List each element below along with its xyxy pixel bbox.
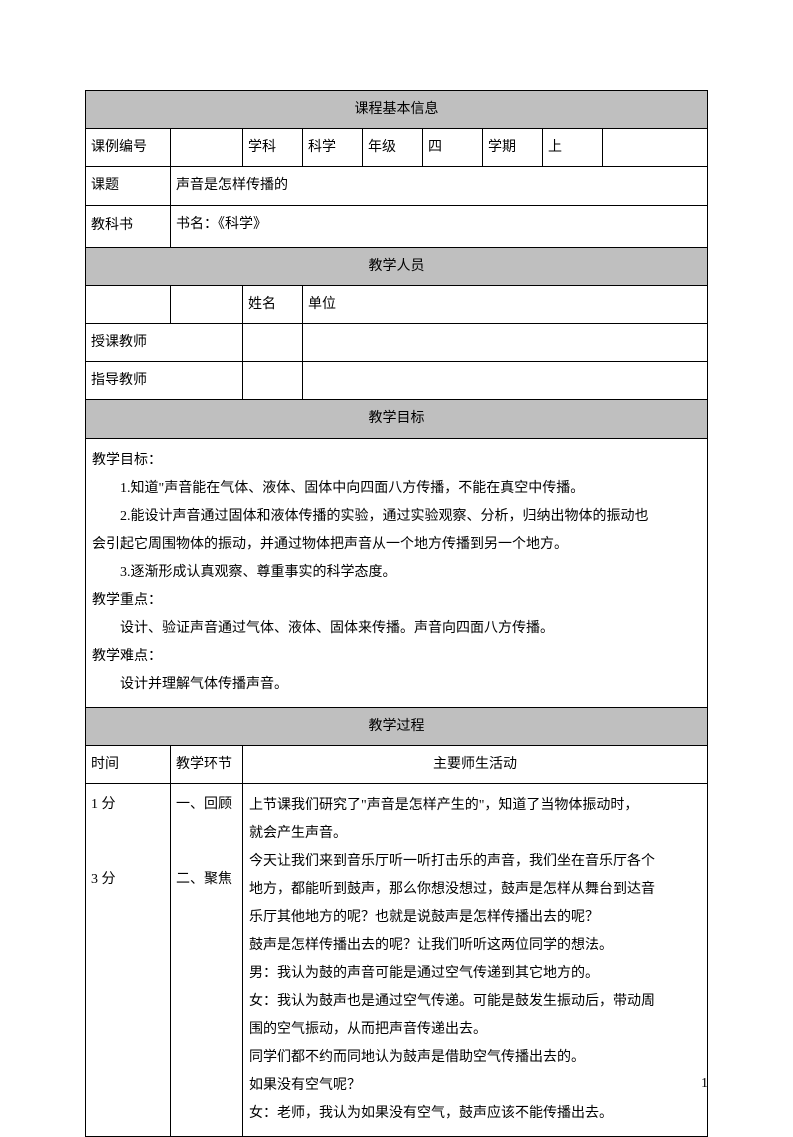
value-term: 上 xyxy=(543,129,603,167)
act-l11: 如果没有空气呢？ xyxy=(249,1072,701,1100)
label-name: 姓名 xyxy=(243,285,303,323)
act-l7: 男：我认为鼓的声音可能是通过空气传递到其它地方的。 xyxy=(249,960,701,988)
value-grade: 四 xyxy=(423,129,483,167)
lesson-plan-table: 课程基本信息 课例编号 学科 科学 年级 四 学期 上 课题 声音是怎样传播的 … xyxy=(85,90,708,1137)
label-time: 时间 xyxy=(86,745,171,783)
act-l5: 乐厅其他地方的呢？也就是说鼓声是怎样传播出去的呢？ xyxy=(249,904,701,932)
label-advisor: 指导教师 xyxy=(86,362,243,400)
label-grade: 年级 xyxy=(363,129,423,167)
process-activity-col: 上节课我们研究了"声音是怎样产生的"，知道了当物体振动时， 就会产生声音。 今天… xyxy=(243,783,708,1136)
page-number: 1 xyxy=(701,1076,708,1092)
process-time-col: 1 分 3 分 xyxy=(86,783,171,1136)
act-l4: 地方，都能听到鼓声，那么你想没想过，鼓声是怎样从舞台到达音 xyxy=(249,876,701,904)
label-topic: 课题 xyxy=(86,167,171,205)
label-teacher: 授课教师 xyxy=(86,323,243,361)
difficulty-title: 教学难点： xyxy=(92,643,701,671)
act-l8: 女：我认为鼓声也是通过空气传递。可能是鼓发生振动后，带动周 xyxy=(249,988,701,1016)
obj-item2-l2: 会引起它周围物体的振动，并通过物体把声音从一个地方传播到另一个地方。 xyxy=(92,531,701,559)
act-l9: 围的空气振动，从而把声音传递出去。 xyxy=(249,1016,701,1044)
value-textbook: 书名：《科学》 xyxy=(171,205,708,247)
section-process: 教学过程 xyxy=(86,707,708,745)
obj-item1: 1.知道"声音能在气体、液体、固体中向四面八方传播，不能在真空中传播。 xyxy=(92,475,701,503)
label-unit: 单位 xyxy=(303,285,708,323)
act-l2: 就会产生声音。 xyxy=(249,820,701,848)
obj-item3: 3.逐渐形成认真观察、尊重事实的科学态度。 xyxy=(92,559,701,587)
focus-text: 设计、验证声音通过气体、液体、固体来传播。声音向四面八方传播。 xyxy=(92,615,701,643)
value-topic: 声音是怎样传播的 xyxy=(171,167,708,205)
label-activity: 主要师生活动 xyxy=(243,745,708,783)
phase1: 一、回顾 xyxy=(176,792,237,817)
act-l3: 今天让我们来到音乐厅听一听打击乐的声音，我们坐在音乐厅各个 xyxy=(249,848,701,876)
objectives-content: 教学目标： 1.知道"声音能在气体、液体、固体中向四面八方传播，不能在真空中传播… xyxy=(86,438,708,707)
label-phase: 教学环节 xyxy=(171,745,243,783)
section-staff: 教学人员 xyxy=(86,247,708,285)
section-course-info: 课程基本信息 xyxy=(86,91,708,129)
time1: 1 分 xyxy=(91,792,165,817)
time2: 3 分 xyxy=(91,867,165,892)
difficulty-text: 设计并理解气体传播声音。 xyxy=(92,671,701,699)
act-l6: 鼓声是怎样传播出去的呢？让我们听听这两位同学的想法。 xyxy=(249,932,701,960)
process-phase-col: 一、回顾 二、聚焦 xyxy=(171,783,243,1136)
phase2: 二、聚焦 xyxy=(176,867,237,892)
act-l12: 女：老师，我认为如果没有空气，鼓声应该不能传播出去。 xyxy=(249,1100,701,1128)
label-textbook: 教科书 xyxy=(86,205,171,247)
label-subject: 学科 xyxy=(243,129,303,167)
obj-item2-l1: 2.能设计声音通过固体和液体传播的实验，通过实验观察、分析，归纳出物体的振动也 xyxy=(92,503,701,531)
focus-title: 教学重点： xyxy=(92,587,701,615)
obj-title: 教学目标： xyxy=(92,447,701,475)
act-l10: 同学们都不约而同地认为鼓声是借助空气传播出去的。 xyxy=(249,1044,701,1072)
value-subject: 科学 xyxy=(303,129,363,167)
section-objectives: 教学目标 xyxy=(86,400,708,438)
label-lesson-id: 课例编号 xyxy=(86,129,171,167)
act-l1: 上节课我们研究了"声音是怎样产生的"，知道了当物体振动时， xyxy=(249,792,701,820)
label-term: 学期 xyxy=(483,129,543,167)
